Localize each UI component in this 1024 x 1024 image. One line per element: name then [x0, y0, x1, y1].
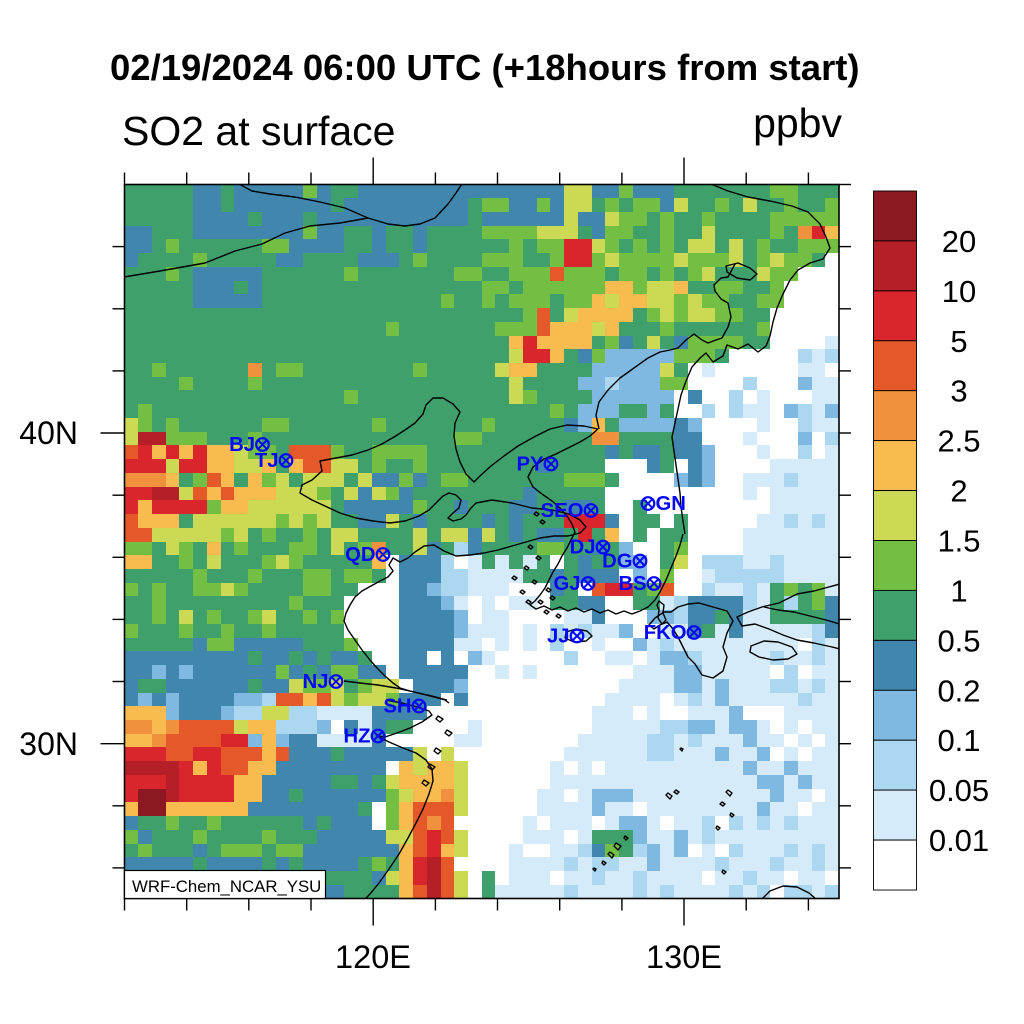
svg-text:NJ: NJ	[303, 671, 329, 693]
svg-text:BJ: BJ	[229, 434, 255, 456]
svg-text:5: 5	[950, 324, 967, 359]
svg-text:GJ: GJ	[553, 573, 580, 595]
svg-text:2.5: 2.5	[937, 424, 980, 459]
svg-text:1: 1	[950, 573, 967, 608]
svg-text:0.05: 0.05	[929, 773, 989, 808]
svg-text:SEO: SEO	[541, 500, 584, 522]
svg-text:3: 3	[950, 374, 967, 409]
svg-text:DJ: DJ	[570, 537, 596, 559]
svg-text:0.2: 0.2	[937, 673, 980, 708]
svg-text:0.5: 0.5	[937, 623, 980, 658]
svg-text:40N: 40N	[19, 415, 78, 451]
svg-text:0.1: 0.1	[937, 723, 980, 758]
svg-text:WRF-Chem_NCAR_YSU: WRF-Chem_NCAR_YSU	[132, 877, 321, 896]
svg-text:JJ: JJ	[547, 626, 570, 648]
svg-text:30N: 30N	[19, 726, 78, 762]
svg-text:QD: QD	[345, 544, 375, 566]
svg-text:TJ: TJ	[255, 450, 279, 472]
svg-text:GN: GN	[656, 493, 686, 515]
svg-text:130E: 130E	[646, 939, 722, 975]
svg-text:02/19/2024 06:00 UTC (+18hours: 02/19/2024 06:00 UTC (+18hours from star…	[110, 47, 860, 88]
svg-text:DG: DG	[602, 551, 632, 573]
svg-text:120E: 120E	[335, 939, 411, 975]
svg-text:FKO: FKO	[644, 622, 687, 644]
svg-text:SH: SH	[383, 696, 411, 718]
svg-text:20: 20	[942, 224, 976, 259]
svg-text:HZ: HZ	[343, 726, 370, 748]
svg-text:2: 2	[950, 474, 967, 509]
svg-text:PY: PY	[516, 454, 544, 476]
svg-text:SO2 at surface: SO2 at surface	[122, 108, 395, 154]
svg-text:ppbv: ppbv	[753, 100, 842, 146]
svg-text:1.5: 1.5	[937, 524, 980, 559]
svg-text:10: 10	[942, 274, 976, 309]
svg-text:BS: BS	[618, 573, 646, 595]
svg-text:0.01: 0.01	[929, 823, 989, 858]
